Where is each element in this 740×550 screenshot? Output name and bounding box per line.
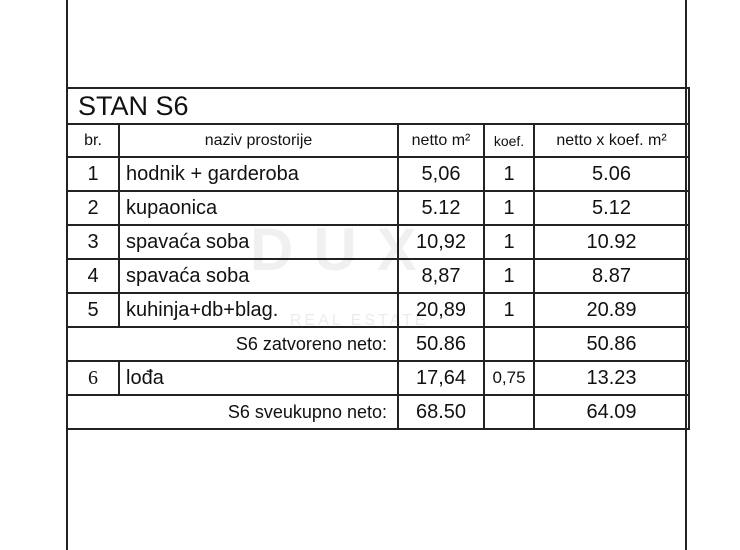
watermark-logo: DUX xyxy=(250,216,437,283)
subtotal-total: 50.86 xyxy=(532,326,691,362)
grand-total-label: S6 sveukupno neto: xyxy=(66,394,399,430)
header-name: naziv prostorije xyxy=(118,123,399,158)
row-name: spavaća soba xyxy=(118,258,399,294)
row-name: hodnik + garderoba xyxy=(118,156,399,192)
row-total: 20.89 xyxy=(532,292,691,328)
row-koef: 1 xyxy=(483,292,535,328)
row-koef: 1 xyxy=(483,190,535,226)
row-netto: 5.12 xyxy=(397,190,485,226)
row-no: 4 xyxy=(66,258,120,294)
row-total: 8.87 xyxy=(532,258,691,294)
table-row: 2 kupaonica 5.12 1 5.12 xyxy=(66,190,691,226)
room-area-table: STAN S6 br. naziv prostorije netto m² ko… xyxy=(65,87,691,430)
row-no: 3 xyxy=(66,224,120,260)
subtotal-koef-empty xyxy=(483,326,535,362)
grand-total-row: S6 sveukupno neto: 68.50 64.09 xyxy=(66,394,691,430)
header-total: netto x koef. m² xyxy=(532,123,691,158)
watermark-subtitle: REAL ESTATE xyxy=(290,312,429,329)
row-no: 5 xyxy=(66,292,120,328)
row-koef: 1 xyxy=(483,258,535,294)
row-total: 10.92 xyxy=(532,224,691,260)
row-no: 6 xyxy=(66,360,120,396)
row-total: 5.12 xyxy=(532,190,691,226)
grand-total-netto: 68.50 xyxy=(397,394,485,430)
row-netto: 20,89 xyxy=(397,292,485,328)
row-netto: 10,92 xyxy=(397,224,485,260)
subtotal-netto: 50.86 xyxy=(397,326,485,362)
table-row: 1 hodnik + garderoba 5,06 1 5.06 xyxy=(66,156,691,192)
row-koef: 0,75 xyxy=(483,360,535,396)
row-netto: 17,64 xyxy=(397,360,485,396)
table-row: 5 kuhinja+db+blag. 20,89 1 20.89 xyxy=(66,292,691,328)
header-row: br. naziv prostorije netto m² koef. nett… xyxy=(66,123,691,158)
row-name: kupaonica xyxy=(118,190,399,226)
row-koef: 1 xyxy=(483,224,535,260)
table-row: 4 spavaća soba 8,87 1 8.87 xyxy=(66,258,691,294)
row-no: 2 xyxy=(66,190,120,226)
header-koef: koef. xyxy=(483,123,535,158)
row-total: 13.23 xyxy=(532,360,691,396)
row-koef: 1 xyxy=(483,156,535,192)
grand-total-koef-empty xyxy=(483,394,535,430)
grand-total-total: 64.09 xyxy=(532,394,691,430)
row-name: spavaća soba xyxy=(118,224,399,260)
row-netto: 8,87 xyxy=(397,258,485,294)
row-name: lođa xyxy=(118,360,399,396)
subtotal-row: S6 zatvoreno neto: 50.86 50.86 xyxy=(66,326,691,362)
table-row: 6 lođa 17,64 0,75 13.23 xyxy=(66,360,691,396)
table-row: 3 spavaća soba 10,92 1 10.92 xyxy=(66,224,691,260)
row-no: 1 xyxy=(66,156,120,192)
row-netto: 5,06 xyxy=(397,156,485,192)
table-title: STAN S6 xyxy=(65,87,691,125)
row-name: kuhinja+db+blag. xyxy=(118,292,399,328)
header-netto: netto m² xyxy=(397,123,485,158)
subtotal-label: S6 zatvoreno neto: xyxy=(66,326,399,362)
row-total: 5.06 xyxy=(532,156,691,192)
header-no: br. xyxy=(66,123,120,158)
